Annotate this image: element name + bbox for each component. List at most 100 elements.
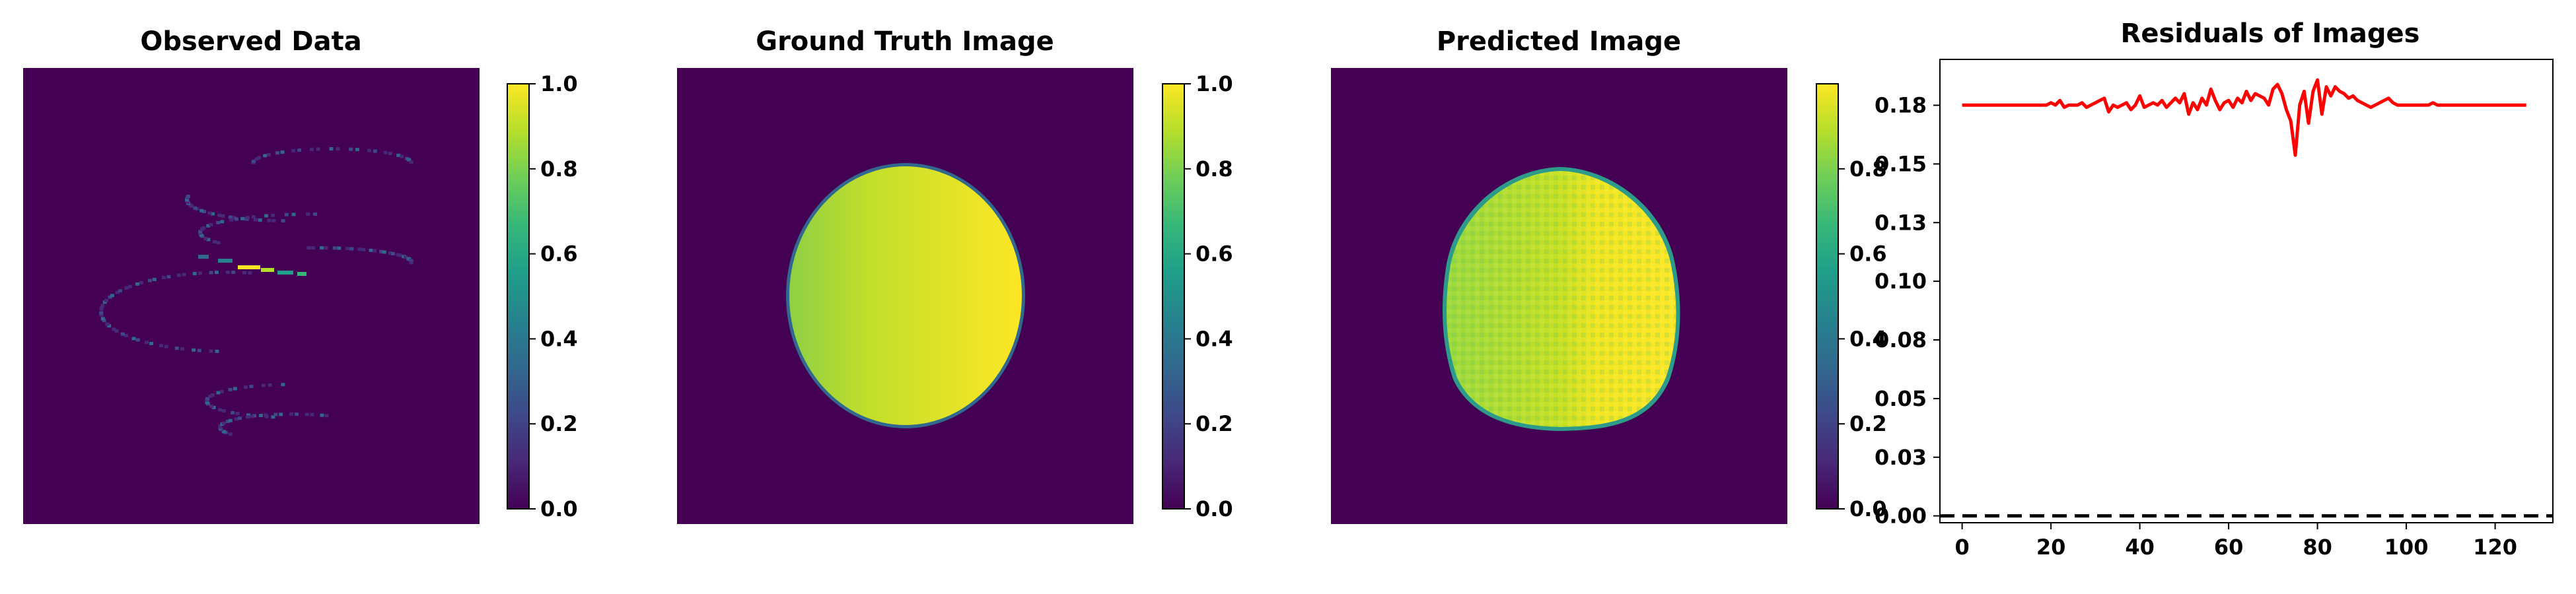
observed-point	[306, 213, 310, 216]
observed-point	[400, 154, 404, 158]
observed-point	[263, 154, 268, 158]
observed-point	[218, 408, 223, 412]
observed-point	[310, 246, 315, 249]
observed-point	[264, 214, 269, 218]
observed-point	[229, 218, 234, 222]
observed-point	[211, 212, 215, 216]
observed-point	[257, 156, 262, 160]
observed-point	[320, 413, 324, 417]
observed-point	[216, 241, 221, 245]
colorbar-tick-label: 0.2	[1849, 411, 1887, 436]
observed-point	[219, 389, 224, 393]
observed-point	[186, 201, 190, 204]
observed-point	[152, 277, 157, 281]
x-tick-label: 120	[2473, 535, 2517, 560]
observed-point	[268, 383, 272, 387]
observed-point	[357, 248, 362, 251]
observed-point	[261, 383, 266, 387]
observed-point	[388, 152, 392, 155]
observed-point	[284, 213, 289, 216]
observed-point	[259, 414, 263, 417]
observed-point	[231, 271, 236, 275]
observed-point	[228, 387, 233, 391]
observed-point	[243, 385, 248, 389]
observed-point	[410, 261, 413, 265]
observed-point	[220, 220, 225, 224]
observed-point-bright	[261, 268, 274, 272]
observed-point	[135, 282, 139, 286]
colorbar-tick-label: 0.0	[1196, 496, 1233, 521]
observed-point	[115, 290, 120, 294]
observed-point	[108, 295, 112, 299]
observed-point	[396, 253, 400, 257]
observed-point	[245, 216, 250, 220]
observed-point	[164, 345, 168, 348]
observed-point	[267, 218, 271, 222]
observed-point	[390, 251, 395, 255]
observed-data-traces	[99, 147, 413, 436]
observed-point	[192, 272, 197, 275]
observed-point	[228, 418, 233, 422]
observed-point	[218, 427, 223, 431]
observed-point	[207, 211, 212, 215]
colorbar-tick-label: 0.6	[1196, 242, 1233, 267]
observed-point	[221, 409, 226, 412]
observed-point	[337, 246, 341, 250]
observed-point	[159, 344, 163, 348]
observed-point	[361, 248, 366, 251]
observed-point	[306, 246, 311, 250]
observed-point	[271, 415, 275, 419]
ground-truth-panel: Ground Truth Image 0.0 0.2 0.4 0.6 0.8 1.0	[677, 26, 1233, 524]
observed-point	[252, 215, 256, 219]
observed-point	[355, 148, 359, 152]
observed-point	[199, 233, 203, 237]
observed-point	[162, 276, 166, 279]
observed-point	[120, 332, 125, 336]
observed-point	[266, 152, 271, 156]
observed-point	[250, 414, 254, 418]
observed-point	[100, 317, 105, 321]
y-tick-label: 0.03	[1875, 445, 1927, 470]
observed-point	[379, 249, 384, 253]
y-tick-label: 0.00	[1875, 504, 1927, 529]
observed-point	[407, 158, 411, 162]
observed-point	[332, 246, 337, 250]
y-tick-label: 0.18	[1875, 93, 1927, 118]
y-tick-label: 0.10	[1875, 269, 1927, 294]
observed-point	[139, 280, 144, 284]
observed-point	[176, 273, 181, 277]
observed-point	[202, 210, 206, 213]
x-tick-label: 0	[1954, 535, 1969, 560]
observed-point	[149, 342, 154, 345]
observed-point	[206, 238, 211, 242]
residual-series-line	[1962, 78, 2526, 157]
y-tick-label: 0.08	[1875, 327, 1927, 352]
x-tick-label: 60	[2214, 535, 2244, 560]
observed-point	[215, 271, 219, 275]
observed-point	[225, 271, 230, 274]
observed-point	[210, 393, 215, 397]
y-tick-label: 0.15	[1875, 151, 1927, 176]
predicted-colorbar: 0.0 0.2 0.4 0.6 0.8	[1816, 83, 1887, 521]
observed-point	[231, 411, 235, 414]
residuals-title: Residuals of Images	[2121, 18, 2420, 49]
observed-point	[180, 347, 185, 351]
observed-point	[127, 284, 132, 288]
observed-point	[213, 240, 217, 244]
observed-point	[240, 216, 245, 220]
observed-point	[246, 413, 251, 417]
ground-truth-colorbar: 0.0 0.2 0.4 0.6 0.8 1.0	[1162, 71, 1233, 521]
observed-point	[280, 150, 285, 154]
observed-point	[291, 148, 296, 152]
observed-point	[242, 271, 247, 275]
observed-point	[193, 206, 197, 210]
observed-point	[289, 412, 293, 416]
observed-point	[209, 405, 213, 409]
observed-data-title: Observed Data	[140, 26, 361, 57]
observed-point	[102, 319, 106, 323]
x-tick-label: 80	[2303, 535, 2332, 560]
residuals-panel: Residuals of Images 0 20 40 60 80 100 1200.000…	[1875, 18, 2554, 560]
observed-point	[206, 224, 211, 228]
observed-point	[188, 203, 193, 207]
observed-point	[249, 385, 254, 389]
